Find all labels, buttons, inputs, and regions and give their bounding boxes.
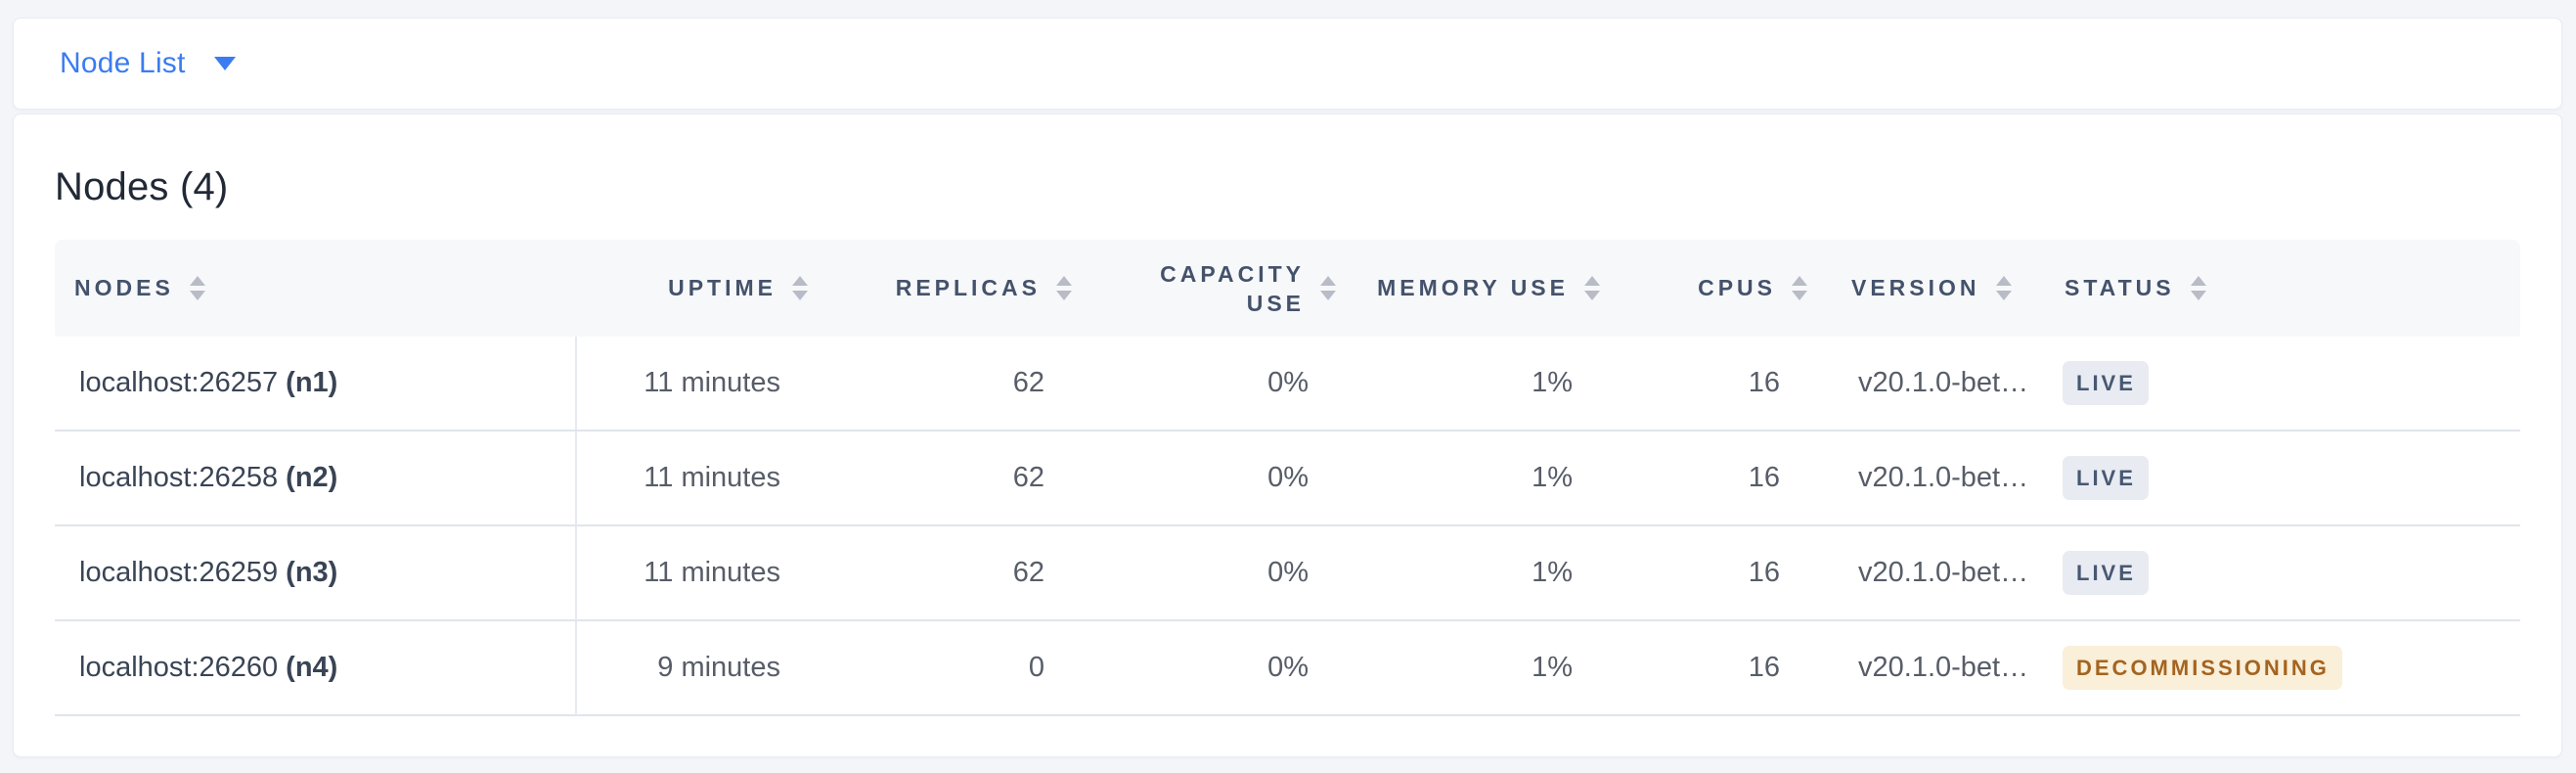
node-address-cell[interactable]: localhost:26260 (n4) [55, 621, 577, 716]
column-header-status[interactable]: STATUS [2043, 240, 2520, 337]
uptime-cell: 11 minutes [577, 526, 816, 621]
sort-icon [1584, 276, 1600, 300]
sort-icon [1995, 276, 2012, 300]
replicas-cell: 62 [816, 432, 1080, 526]
column-label: VERSION [1851, 275, 1980, 300]
node-address-cell[interactable]: localhost:26259 (n3) [55, 526, 577, 621]
status-cell: LIVE [2043, 337, 2520, 432]
node-id: (n1) [286, 367, 338, 398]
memory-use-cell: 1% [1344, 526, 1608, 621]
column-header-replicas[interactable]: REPLICAS [816, 240, 1080, 337]
column-header-capacity-use[interactable]: CAPACITY USE [1080, 240, 1344, 337]
cpus-cell: 16 [1608, 337, 1815, 432]
status-cell: LIVE [2043, 526, 2520, 621]
capacity-use-cell: 0% [1080, 337, 1344, 432]
capacity-use-cell: 0% [1080, 621, 1344, 716]
cpus-cell: 16 [1608, 432, 1815, 526]
memory-use-cell: 1% [1344, 621, 1608, 716]
node-address: localhost:26260 [79, 652, 279, 683]
node-address: localhost:26258 [79, 462, 279, 493]
column-header-nodes[interactable]: NODES [55, 240, 577, 337]
replicas-cell: 62 [816, 337, 1080, 432]
column-header-uptime[interactable]: UPTIME [577, 240, 816, 337]
memory-use-cell: 1% [1344, 337, 1608, 432]
node-address-cell[interactable]: localhost:26258 (n2) [55, 432, 577, 526]
uptime-cell: 9 minutes [577, 621, 816, 716]
capacity-use-cell: 0% [1080, 432, 1344, 526]
node-id: (n3) [286, 557, 338, 588]
table-header: NODES UPTIME REPLICAS CAPACITY USE MEMOR… [55, 240, 2520, 337]
node-address: localhost:26259 [79, 557, 279, 588]
version-cell: v20.1.0-bet… [1815, 432, 2043, 526]
status-badge: DECOMMISSIONING [2063, 646, 2342, 690]
sort-icon [1320, 276, 1336, 300]
table-row: localhost:26257 (n1) 11 minutes 62 0% 1% … [55, 337, 2520, 432]
replicas-cell: 62 [816, 526, 1080, 621]
view-selector-bar: Node List [13, 18, 2562, 110]
replicas-cell: 0 [816, 621, 1080, 716]
memory-use-cell: 1% [1344, 432, 1608, 526]
sort-icon [792, 276, 808, 300]
column-label: CPUS [1698, 275, 1776, 300]
version-cell: v20.1.0-bet… [1815, 337, 2043, 432]
sort-icon [1056, 276, 1072, 300]
column-label: REPLICAS [895, 275, 1041, 300]
column-label: NODES [74, 275, 174, 300]
sort-icon [1792, 276, 1807, 300]
column-header-cpus[interactable]: CPUS [1608, 240, 1815, 337]
sort-icon [2190, 276, 2206, 300]
page: Node List Nodes (4) NODES UPTIME [13, 18, 2562, 757]
nodes-table: NODES UPTIME REPLICAS CAPACITY USE MEMOR… [55, 240, 2520, 716]
selector-label: Node List [60, 47, 186, 79]
uptime-cell: 11 minutes [577, 432, 816, 526]
sort-icon [189, 276, 205, 300]
capacity-use-cell: 0% [1080, 526, 1344, 621]
status-badge: LIVE [2063, 361, 2149, 405]
version-cell: v20.1.0-bet… [1815, 526, 2043, 621]
cpus-cell: 16 [1608, 621, 1815, 716]
node-id: (n2) [286, 462, 338, 493]
node-id: (n4) [286, 652, 338, 683]
table-row: localhost:26258 (n2) 11 minutes 62 0% 1% … [55, 432, 2520, 526]
status-badge: LIVE [2063, 456, 2149, 500]
version-cell: v20.1.0-bet… [1815, 621, 2043, 716]
status-cell: LIVE [2043, 432, 2520, 526]
status-cell: DECOMMISSIONING [2043, 621, 2520, 716]
column-header-memory-use[interactable]: MEMORY USE [1344, 240, 1608, 337]
table-row: localhost:26260 (n4) 9 minutes 0 0% 1% 16… [55, 621, 2520, 716]
column-label: CAPACITY USE [1160, 260, 1305, 316]
column-label: MEMORY USE [1377, 275, 1569, 300]
node-address: localhost:26257 [79, 367, 279, 398]
caret-down-icon [213, 57, 236, 70]
uptime-cell: 11 minutes [577, 337, 816, 432]
column-label: STATUS [2065, 275, 2175, 300]
cpus-cell: 16 [1608, 526, 1815, 621]
panel-title: Nodes (4) [55, 165, 229, 208]
table-row: localhost:26259 (n3) 11 minutes 62 0% 1% … [55, 526, 2520, 621]
node-address-cell[interactable]: localhost:26257 (n1) [55, 337, 577, 432]
node-list-selector[interactable]: Node List [60, 47, 236, 80]
nodes-panel: Nodes (4) NODES UPTIME REPLICAS [13, 114, 2562, 757]
column-label: UPTIME [668, 275, 777, 300]
status-badge: LIVE [2063, 551, 2149, 595]
column-header-version[interactable]: VERSION [1815, 240, 2043, 337]
